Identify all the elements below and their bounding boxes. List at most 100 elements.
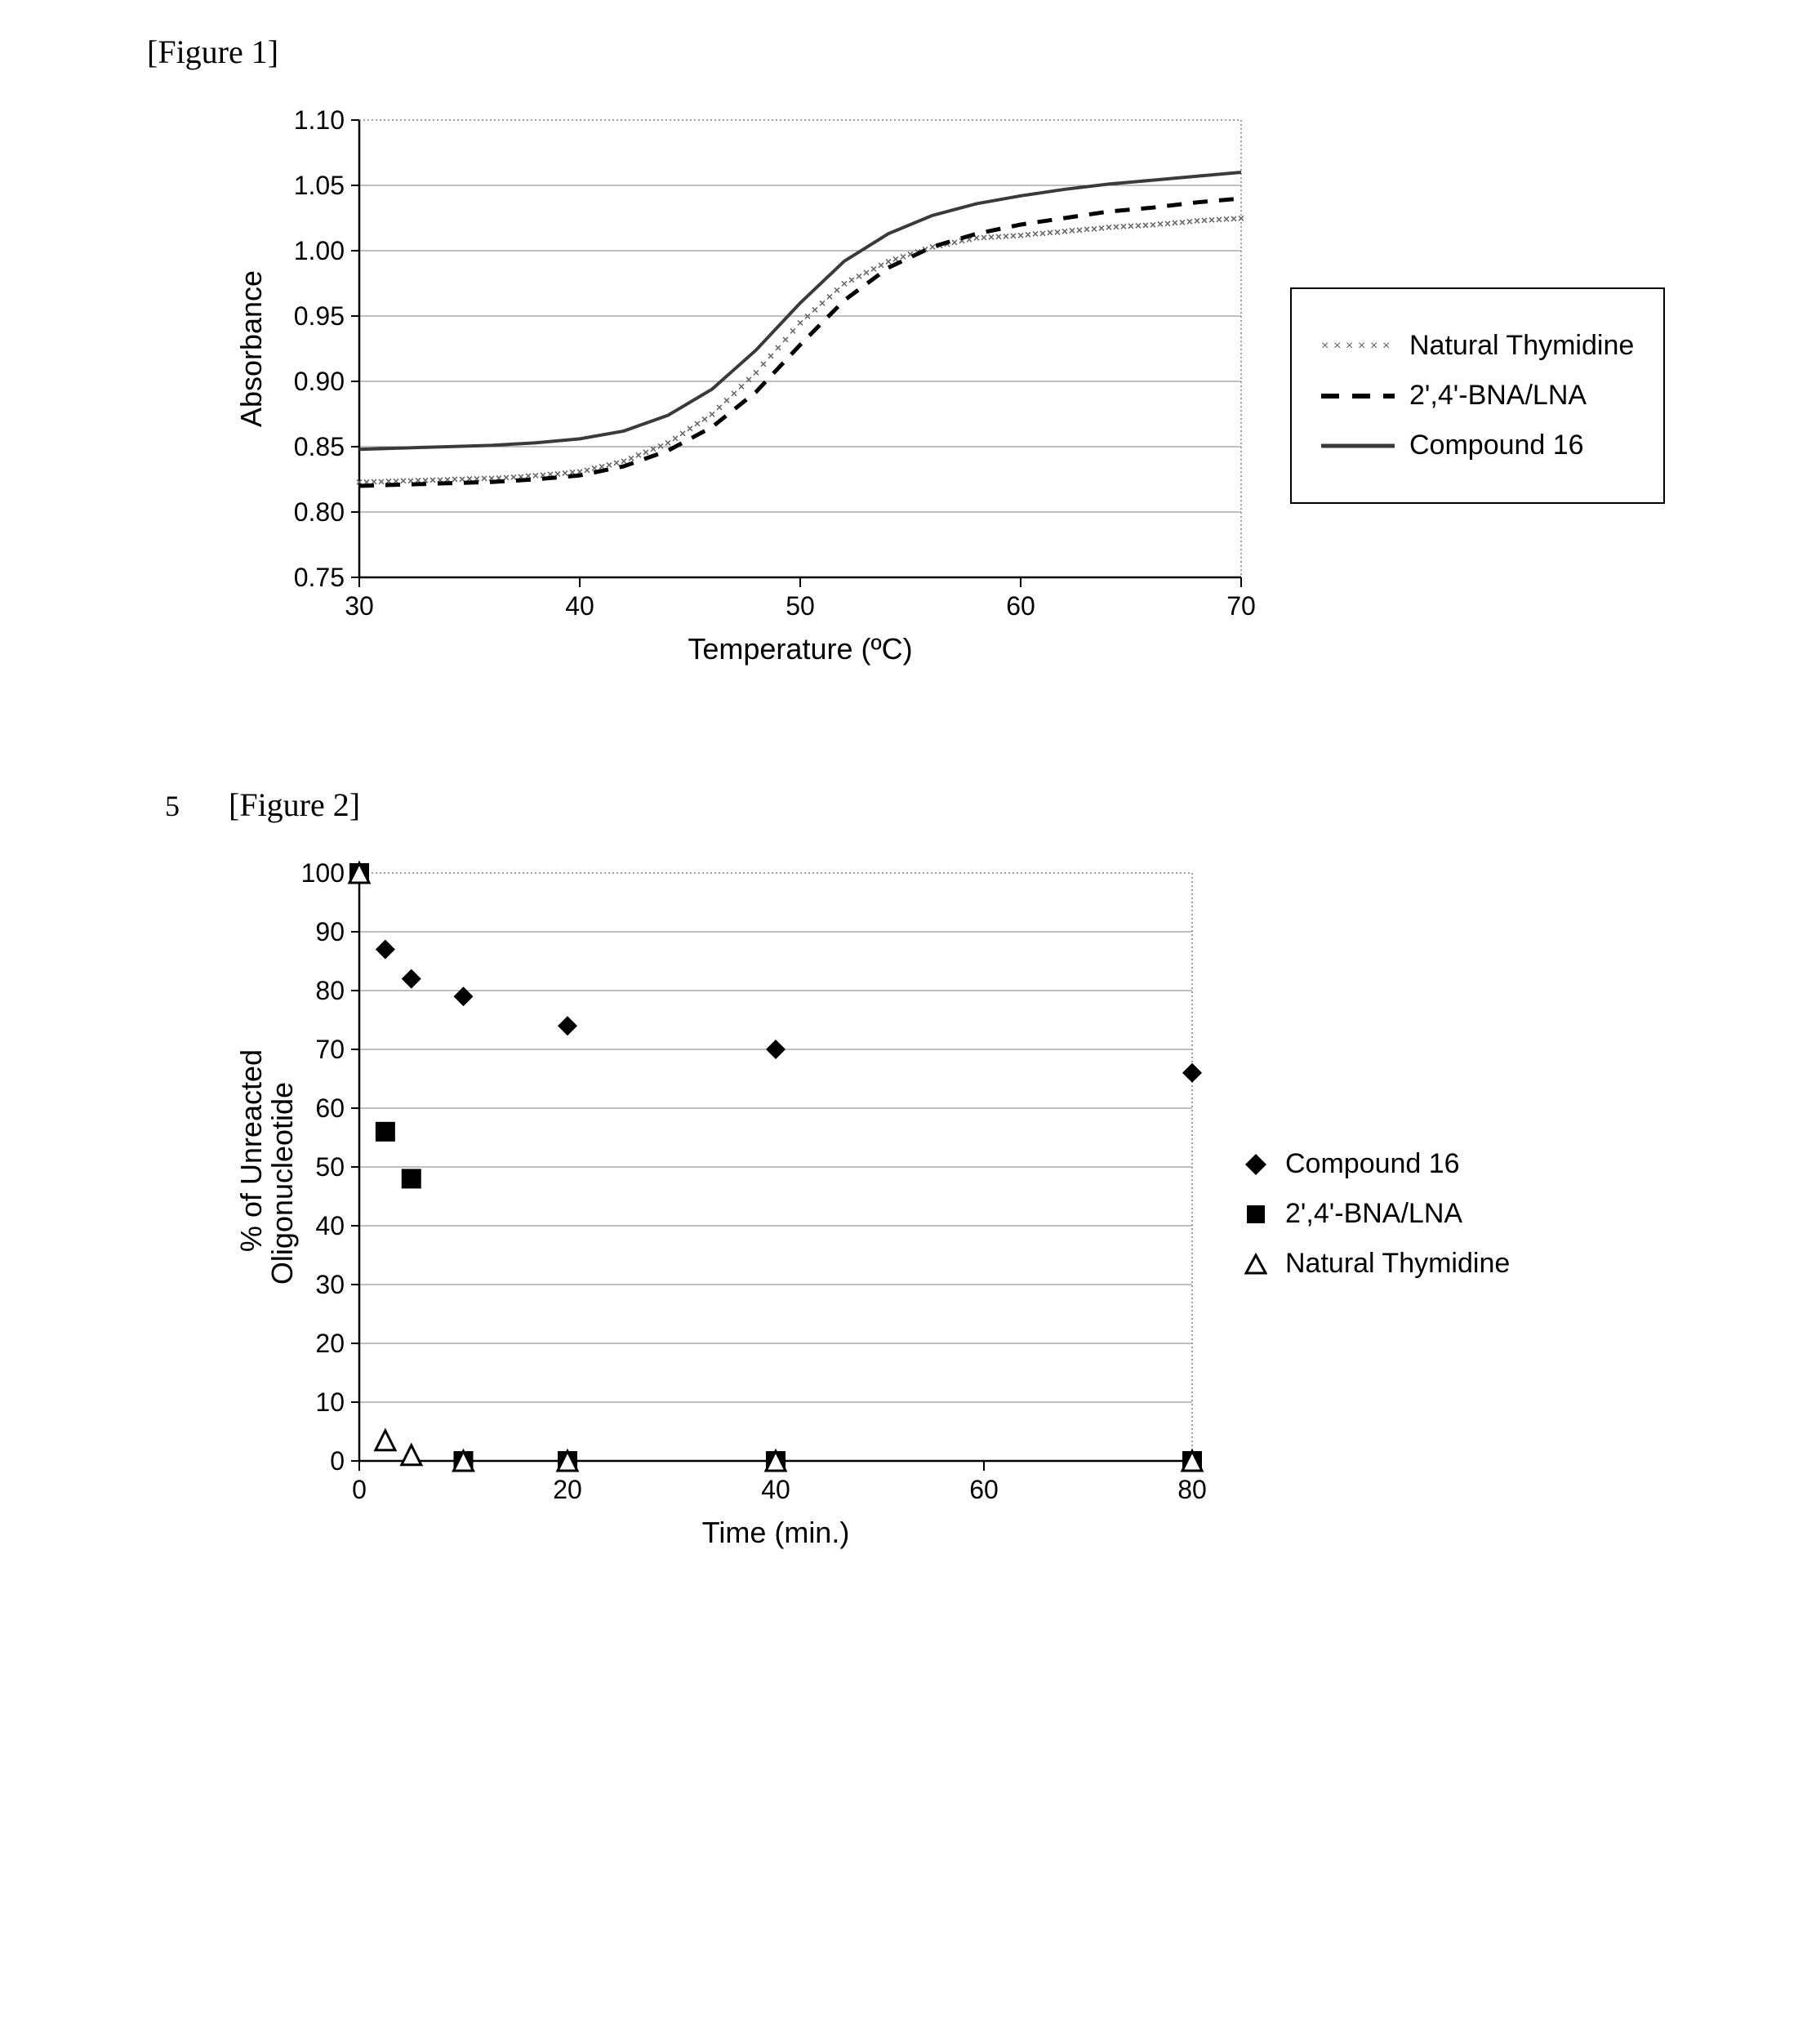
svg-text:×: ×: [1238, 212, 1244, 225]
svg-text:Oligonucleotide: Oligonucleotide: [265, 1082, 299, 1285]
legend-swatch-solid: [1321, 438, 1395, 454]
svg-text:×: ×: [804, 309, 811, 323]
svg-text:×: ×: [532, 469, 539, 482]
svg-text:×: ×: [878, 258, 884, 271]
svg-text:×: ×: [1025, 228, 1031, 241]
svg-text:×: ×: [657, 439, 664, 452]
svg-text:×: ×: [1208, 213, 1215, 226]
svg-text:×: ×: [584, 463, 590, 476]
svg-text:×: ×: [452, 473, 458, 486]
svg-text:×: ×: [929, 240, 936, 253]
svg-text:×: ×: [694, 417, 701, 430]
svg-text:60: 60: [1006, 591, 1035, 621]
figure1-caption: [Figure 1]: [147, 33, 278, 71]
svg-text:40: 40: [565, 591, 594, 621]
svg-text:20: 20: [553, 1475, 582, 1504]
figure2-caption: [Figure 2]: [229, 786, 360, 824]
legend-item-compound16: Compound 16: [1241, 1148, 1510, 1180]
svg-text:×: ×: [1346, 339, 1353, 353]
svg-text:×: ×: [1333, 339, 1341, 353]
svg-text:40: 40: [315, 1211, 345, 1240]
legend-item-compound16: Compound 16: [1321, 430, 1634, 461]
legend-item-natural-thymidine: Natural Thymidine: [1241, 1248, 1510, 1280]
svg-text:×: ×: [400, 474, 407, 488]
svg-text:×: ×: [790, 324, 796, 337]
legend-swatch-dotted: ×× ×× ××: [1321, 338, 1395, 354]
legend-label: Natural Thymidine: [1285, 1248, 1510, 1280]
svg-text:100: 100: [301, 858, 345, 888]
svg-text:Absorbance: Absorbance: [234, 270, 268, 427]
svg-text:×: ×: [775, 341, 781, 354]
svg-text:0.95: 0.95: [294, 301, 345, 331]
svg-text:60: 60: [315, 1093, 345, 1123]
legend-item-bna-lna: 2',4'-BNA/LNA: [1241, 1198, 1510, 1230]
svg-text:×: ×: [1054, 225, 1061, 238]
svg-text:×: ×: [378, 474, 385, 488]
svg-text:×: ×: [1098, 221, 1105, 234]
svg-text:20: 20: [315, 1329, 345, 1358]
figure2-chart: 0102030405060708090100020406080Time (min…: [229, 857, 1208, 1571]
svg-text:×: ×: [1010, 229, 1017, 242]
legend-swatch-dashed: [1321, 388, 1395, 404]
figure2-legend: Compound 16 2',4'-BNA/LNA Natural Thymid…: [1241, 1130, 1510, 1298]
svg-text:×: ×: [1142, 219, 1149, 232]
svg-text:×: ×: [1017, 229, 1024, 242]
svg-text:×: ×: [760, 358, 767, 371]
svg-text:×: ×: [1382, 339, 1390, 353]
triangle-icon: [1241, 1253, 1271, 1276]
svg-text:×: ×: [1179, 216, 1186, 229]
svg-text:×: ×: [562, 466, 568, 479]
svg-text:×: ×: [1157, 217, 1164, 230]
figure1-legend: ×× ×× ×× Natural Thymidine 2',4'-BNA/LNA: [1290, 287, 1665, 504]
svg-text:×: ×: [723, 394, 730, 407]
legend-label: Natural Thymidine: [1409, 330, 1634, 362]
svg-text:×: ×: [1062, 225, 1068, 238]
svg-text:0: 0: [330, 1446, 345, 1476]
svg-text:×: ×: [768, 350, 774, 363]
svg-text:×: ×: [716, 400, 723, 413]
svg-text:×: ×: [1084, 223, 1090, 236]
svg-text:×: ×: [1194, 214, 1200, 227]
svg-text:70: 70: [315, 1035, 345, 1064]
svg-text:×: ×: [863, 265, 870, 278]
svg-text:×: ×: [613, 456, 620, 470]
svg-text:0.75: 0.75: [294, 563, 345, 592]
svg-text:0.90: 0.90: [294, 367, 345, 396]
svg-text:×: ×: [856, 269, 862, 283]
svg-text:×: ×: [745, 372, 752, 385]
svg-text:40: 40: [761, 1475, 790, 1504]
svg-text:×: ×: [812, 303, 818, 316]
svg-text:Temperature (ºC): Temperature (ºC): [688, 632, 912, 666]
svg-text:×: ×: [1164, 216, 1171, 229]
legend-item-bna-lna: 2',4'-BNA/LNA: [1321, 380, 1634, 412]
svg-text:×: ×: [429, 474, 436, 487]
svg-text:×: ×: [782, 332, 789, 345]
svg-text:80: 80: [315, 976, 345, 1005]
svg-text:0: 0: [352, 1475, 367, 1504]
svg-text:1.10: 1.10: [294, 105, 345, 135]
svg-text:×: ×: [870, 262, 877, 275]
line-number: 5: [147, 789, 180, 823]
svg-text:×: ×: [819, 296, 826, 309]
figure1-chart: 0.750.800.850.900.951.001.051.1030405060…: [229, 104, 1257, 688]
svg-text:×: ×: [841, 277, 848, 290]
svg-text:50: 50: [315, 1152, 345, 1182]
svg-text:0.80: 0.80: [294, 497, 345, 527]
svg-text:×: ×: [738, 380, 745, 393]
svg-text:×: ×: [981, 230, 987, 243]
svg-text:×: ×: [1231, 212, 1237, 225]
svg-text:×: ×: [1223, 212, 1230, 225]
svg-text:×: ×: [1113, 220, 1119, 234]
svg-text:1.00: 1.00: [294, 236, 345, 265]
svg-text:50: 50: [786, 591, 815, 621]
svg-text:70: 70: [1226, 591, 1256, 621]
svg-text:80: 80: [1177, 1475, 1207, 1504]
svg-text:Time (min.): Time (min.): [702, 1516, 850, 1549]
svg-text:×: ×: [1032, 227, 1039, 240]
svg-text:×: ×: [1069, 224, 1075, 237]
svg-text:×: ×: [1321, 339, 1329, 353]
svg-text:×: ×: [679, 426, 686, 439]
svg-text:×: ×: [753, 366, 759, 379]
svg-text:×: ×: [687, 422, 693, 435]
svg-text:×: ×: [1039, 226, 1046, 239]
